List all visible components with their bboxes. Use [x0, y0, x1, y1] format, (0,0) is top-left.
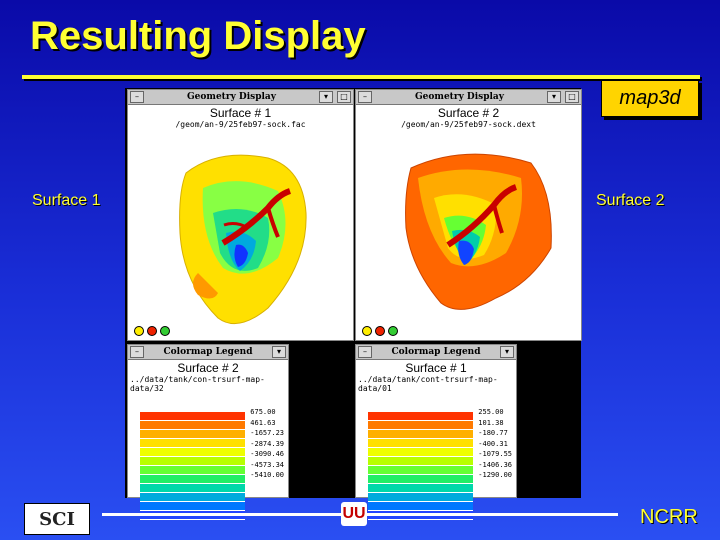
color-swatch	[368, 502, 473, 511]
green-control-icon[interactable]	[160, 326, 170, 336]
color-swatch	[140, 466, 245, 475]
geometry-canvas[interactable]: Surface # 2 /geom/an-9/25feb97-sock.dext	[356, 105, 581, 340]
legend-values: 255.00 101.38 -180.77 -400.31 -1079.55 -…	[478, 407, 512, 481]
surface-title: Surface # 2	[437, 106, 500, 120]
colormap-legend-window-1[interactable]: – Colormap Legend ▾ Surface # 2 ../data/…	[127, 344, 289, 520]
color-swatch	[368, 448, 473, 457]
university-utah-logo: UU	[341, 502, 367, 526]
color-swatch	[140, 493, 245, 502]
maximize-icon[interactable]: □	[337, 91, 351, 103]
colormap-legend-window-2[interactable]: – Colormap Legend ▾ Surface # 1 ../data/…	[355, 344, 517, 520]
window-title: Geometry Display	[187, 92, 276, 102]
legend-value: -1406.36	[478, 460, 512, 469]
color-swatch	[368, 466, 473, 475]
color-swatch	[368, 412, 473, 421]
legend-value: -4573.34	[250, 460, 284, 469]
window-title: Colormap Legend	[391, 347, 481, 357]
heart-surface-2-render	[405, 153, 552, 310]
color-swatch	[368, 421, 473, 430]
heart-surface-1-render	[179, 154, 307, 325]
legend-value: -1657.23	[250, 429, 284, 437]
color-scale	[368, 412, 473, 520]
surface-title: Surface # 1	[209, 106, 272, 120]
legend-value: -1290.00	[478, 471, 512, 479]
window-menu-icon[interactable]: –	[130, 346, 144, 358]
window-titlebar[interactable]: – Colormap Legend ▾	[356, 345, 516, 360]
red-control-icon[interactable]	[147, 326, 157, 336]
legend-value: -2874.39	[250, 439, 284, 448]
window-title: Geometry Display	[415, 92, 504, 102]
slide-title: Resulting Display	[30, 14, 366, 58]
surface-title: Surface # 2	[177, 361, 239, 375]
color-swatch	[140, 484, 245, 493]
minimize-icon[interactable]: ▾	[500, 346, 514, 358]
window-titlebar[interactable]: – Geometry Display ▾ □	[356, 90, 581, 105]
green-control-icon[interactable]	[388, 326, 398, 336]
legend-value: 101.38	[478, 418, 504, 427]
color-swatch	[140, 421, 245, 430]
color-scale	[140, 412, 245, 520]
view-controls[interactable]	[134, 326, 170, 336]
color-swatch	[140, 475, 245, 484]
window-title: Colormap Legend	[163, 347, 253, 357]
legend-value: -180.77	[478, 429, 508, 437]
minimize-icon[interactable]: ▾	[272, 346, 286, 358]
minimize-icon[interactable]: ▾	[319, 91, 333, 103]
color-swatch	[368, 439, 473, 448]
legend-canvas: Surface # 1 ../data/tank/cont-trsurf-map…	[356, 360, 516, 520]
color-swatch	[140, 502, 245, 511]
geometry-window-2[interactable]: – Geometry Display ▾ □ Surface # 2 /geom…	[355, 89, 582, 341]
color-swatch	[140, 457, 245, 466]
geometry-canvas[interactable]: Surface # 1 /geom/an-9/25feb97-sock.fac	[128, 105, 353, 340]
surface-title: Surface # 1	[405, 361, 467, 375]
ncrr-label: NCRR	[640, 506, 698, 528]
window-titlebar[interactable]: – Colormap Legend ▾	[128, 345, 288, 360]
color-swatch	[140, 430, 245, 439]
view-controls[interactable]	[362, 326, 398, 336]
map3d-badge: map3d	[601, 80, 699, 117]
surface-2-label: Surface 2	[596, 192, 665, 209]
surface-path: ../data/tank/con-trsurf-map-data/32	[130, 375, 265, 393]
sci-institute-logo: SCI	[24, 503, 90, 535]
yellow-control-icon[interactable]	[134, 326, 144, 336]
legend-value: 461.63	[250, 418, 276, 427]
geometry-window-1[interactable]: – Geometry Display ▾ □ Surface # 1 /geom…	[127, 89, 354, 341]
legend-value: -5410.00	[250, 471, 284, 479]
surface-1-label: Surface 1	[32, 192, 101, 209]
legend-value: -3090.46	[250, 450, 284, 458]
legend-value: 255.00	[478, 408, 504, 416]
legend-value: -400.31	[478, 439, 508, 448]
color-swatch	[140, 439, 245, 448]
legend-values: 675.00 461.63 -1657.23 -2874.39 -3090.46…	[250, 407, 284, 481]
surface-path: /geom/an-9/25feb97-sock.dext	[401, 120, 536, 129]
maximize-icon[interactable]: □	[565, 91, 579, 103]
surface-path: ../data/tank/cont-trsurf-map-data/01	[358, 375, 498, 393]
legend-canvas: Surface # 2 ../data/tank/con-trsurf-map-…	[128, 360, 288, 520]
color-swatch	[368, 457, 473, 466]
window-menu-icon[interactable]: –	[130, 91, 144, 103]
minimize-icon[interactable]: ▾	[547, 91, 561, 103]
window-menu-icon[interactable]: –	[358, 91, 372, 103]
legend-value: 675.00	[250, 408, 276, 416]
red-control-icon[interactable]	[375, 326, 385, 336]
window-titlebar[interactable]: – Geometry Display ▾ □	[128, 90, 353, 105]
title-divider	[22, 75, 700, 79]
color-swatch	[368, 475, 473, 484]
color-swatch	[368, 493, 473, 502]
surface-path: /geom/an-9/25feb97-sock.fac	[175, 120, 306, 129]
window-menu-icon[interactable]: –	[358, 346, 372, 358]
yellow-control-icon[interactable]	[362, 326, 372, 336]
legend-value: -1079.55	[478, 450, 512, 458]
color-swatch	[368, 430, 473, 439]
color-swatch	[140, 412, 245, 421]
color-swatch	[368, 484, 473, 493]
color-swatch	[140, 448, 245, 457]
